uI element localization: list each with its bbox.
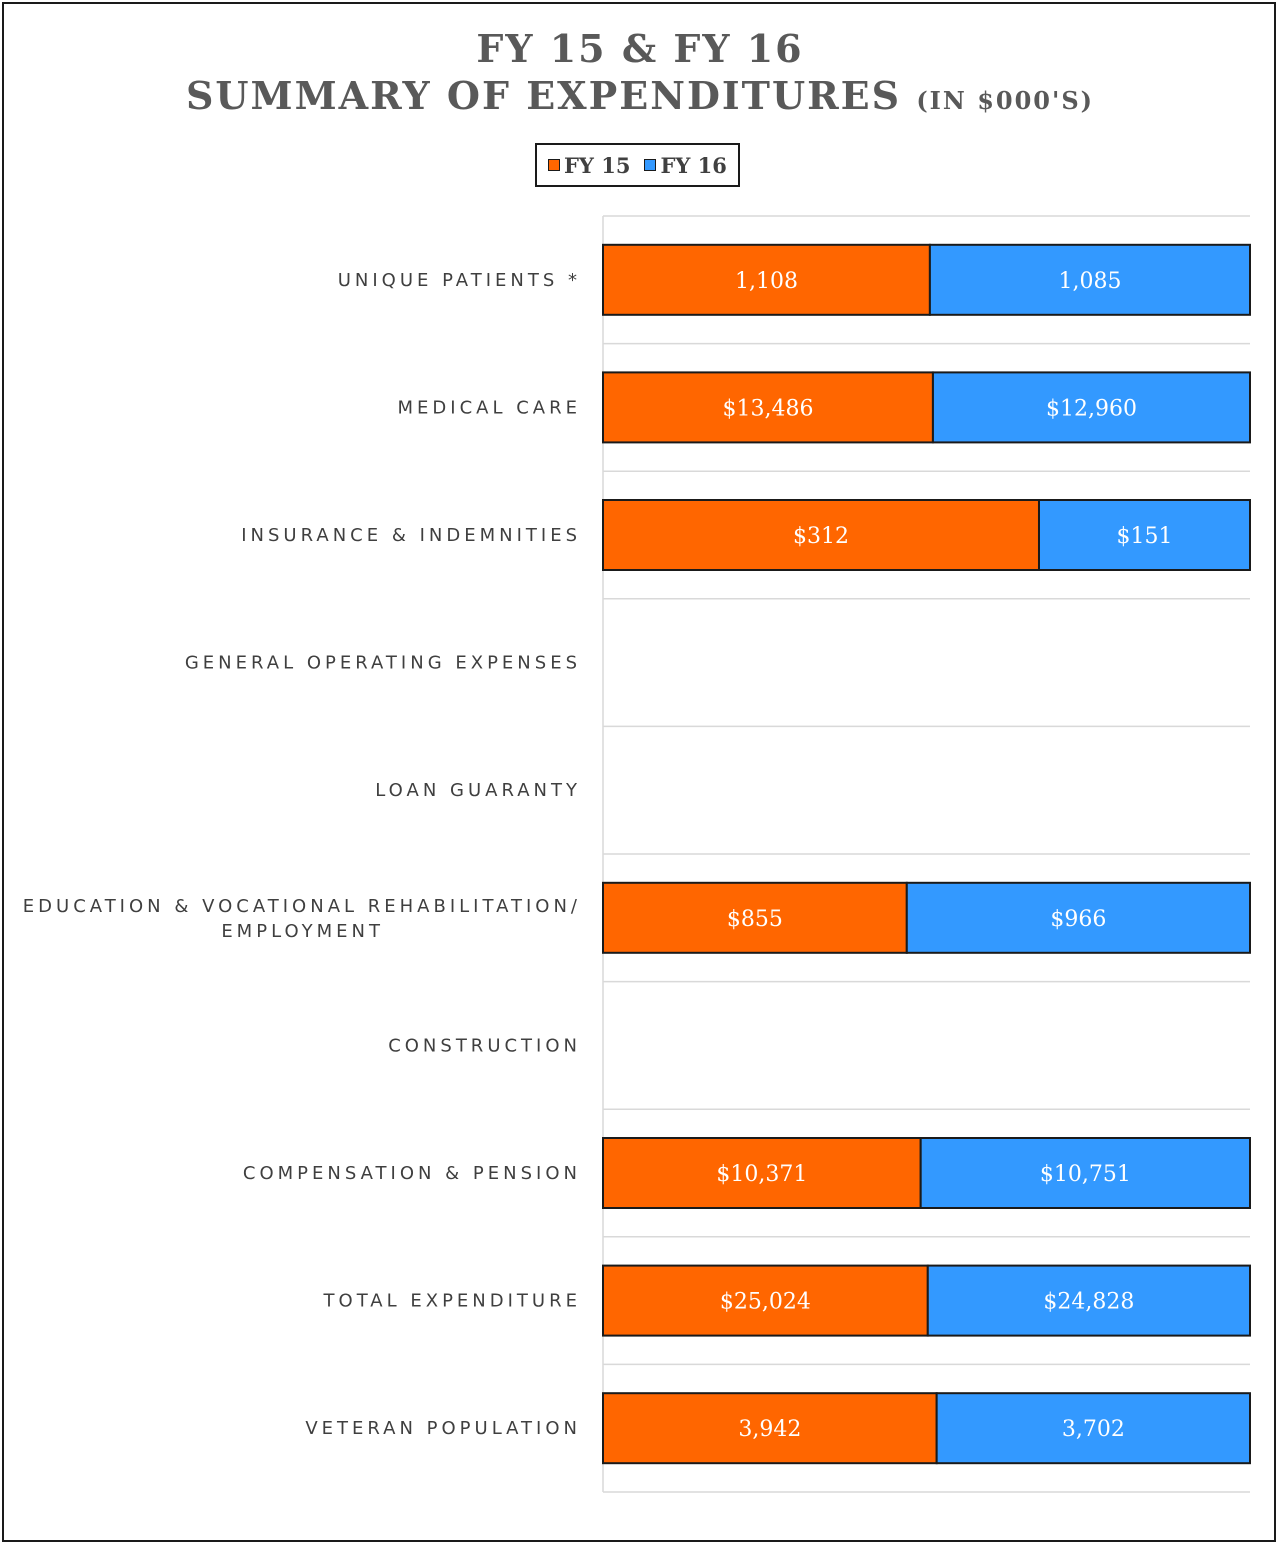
bar-fy16 [905,881,1251,954]
legend-swatch-fy15 [548,159,560,171]
category-label: COMPENSATION & PENSION [243,1163,581,1184]
title-line-1: FY 15 & FY 16 [476,26,804,71]
legend: FY 15 FY 16 [535,143,740,187]
bar-fy16 [931,371,1251,444]
data-label-fy15: $312 [793,524,849,549]
bar-fy16 [935,1392,1251,1465]
category-label: MEDICAL CARE [398,397,581,418]
bar-fy16 [919,1137,1251,1209]
category-label: EDUCATION & VOCATIONAL REHABILITATION/EM… [23,896,581,942]
category-label: VETERAN POPULATION [305,1418,581,1439]
legend-label-fy15: FY 15 [564,152,631,178]
data-label-fy16: 3,702 [1062,1417,1125,1442]
title-line-2: SUMMARY OF EXPENDITURES (IN $000'S) [0,72,1280,125]
data-label-fy15: $13,486 [722,396,813,421]
data-label-fy15: $855 [727,907,783,932]
category-label: UNIQUE PATIENTS * [338,270,581,291]
bar-fy15 [602,881,908,954]
category-label: TOTAL EXPENDITURE [323,1291,581,1312]
legend-swatch-fy16 [644,159,657,171]
data-label-fy16: 1,085 [1058,269,1121,294]
title-unit: (IN $000'S) [916,86,1095,115]
category-label: CONSTRUCTION [388,1035,581,1056]
bar-fy15 [602,243,931,316]
bar-fy15 [602,1264,929,1337]
bar-fy16 [1037,499,1251,571]
legend-item-fy15: FY 15 [548,153,630,178]
data-label-fy15: $10,371 [716,1162,807,1187]
category-label: INSURANCE & INDEMNITIES [241,525,581,546]
category-label: LOAN GUARANTY [375,780,581,801]
data-label-fy16: $12,960 [1046,396,1137,421]
title-main: SUMMARY OF EXPENDITURES [185,73,902,118]
data-label-fy15: 1,108 [735,269,798,294]
data-label-fy16: $151 [1116,524,1172,549]
bar-fy15 [602,1392,938,1465]
bar-fy15 [602,371,934,444]
bar-fy15 [602,1137,922,1209]
legend-label-fy16: FY 16 [660,152,727,178]
data-label-fy16: $966 [1050,907,1106,932]
data-label-fy15: 3,942 [738,1417,801,1442]
bar-fy16 [926,1264,1252,1337]
data-label-fy16: $10,751 [1040,1162,1131,1187]
bar-fy16 [928,243,1251,316]
data-label-fy15: $25,024 [720,1290,811,1315]
category-label: GENERAL OPERATING EXPENSES [185,653,581,674]
chart-title: FY 15 & FY 16 SUMMARY OF EXPENDITURES (I… [0,26,1280,125]
bar-fy15 [602,499,1040,571]
legend-item-fy16: FY 16 [644,152,727,178]
data-label-fy16: $24,828 [1043,1290,1134,1315]
